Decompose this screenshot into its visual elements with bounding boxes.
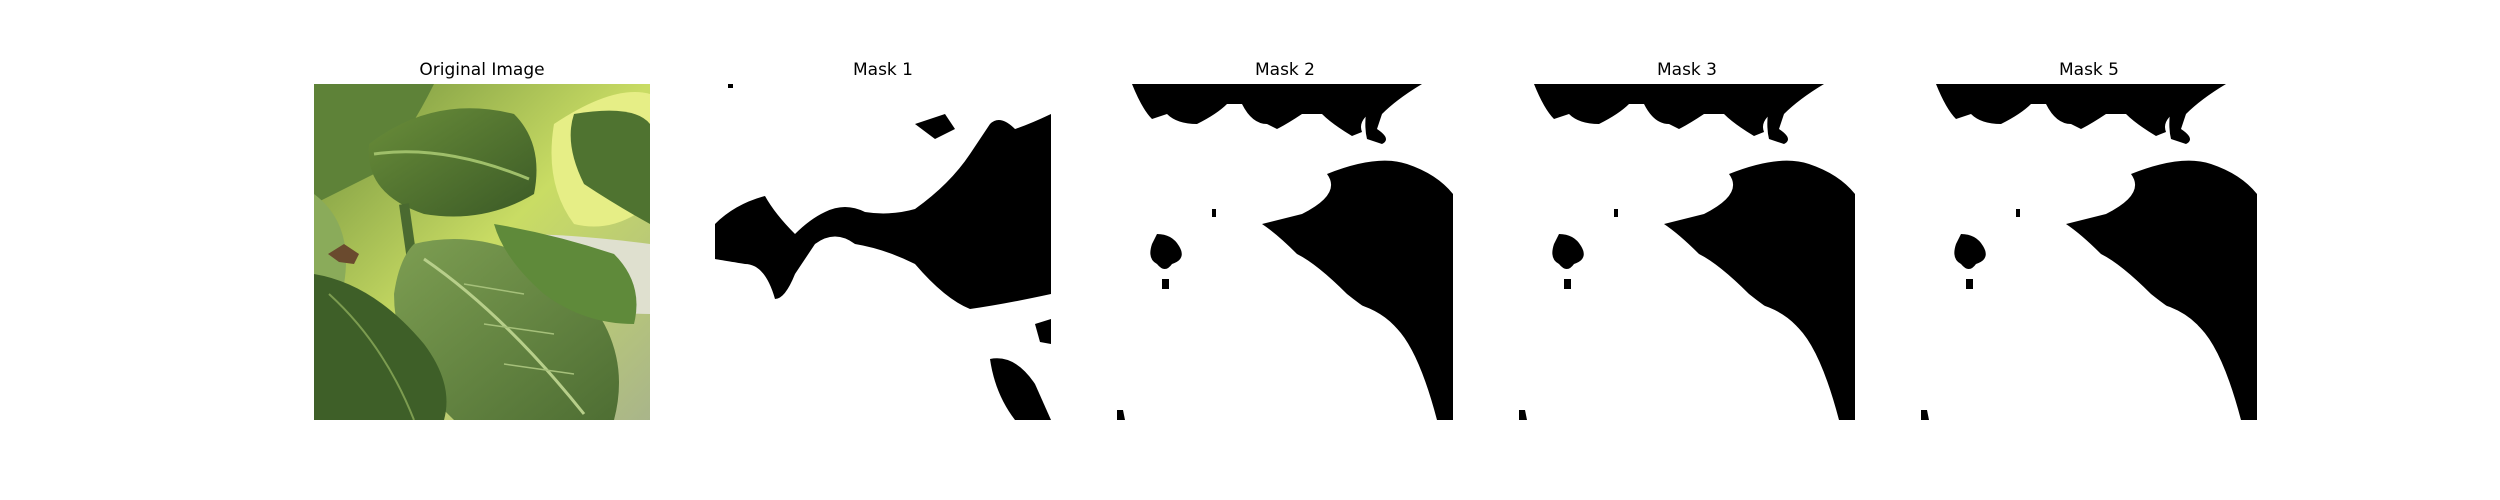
- mask-2-shape: [1117, 84, 1453, 420]
- panel-title: Mask 3: [1656, 60, 1717, 80]
- panel-title: Original Image: [419, 60, 545, 80]
- original-image: [314, 84, 650, 420]
- mask-image: [715, 84, 1051, 420]
- mask-3-shape: [1519, 84, 1855, 420]
- panel-title: Mask 5: [2058, 60, 2119, 80]
- mask-5-shape: [1921, 84, 2257, 420]
- leaf-photo: [314, 84, 650, 420]
- panel-title: Mask 1: [852, 60, 913, 80]
- mask-1-shape: [715, 84, 1051, 420]
- mask-image: [1921, 84, 2257, 420]
- mask-image: [1117, 84, 1453, 420]
- mask-image: [1519, 84, 1855, 420]
- panel-title: Mask 2: [1254, 60, 1315, 80]
